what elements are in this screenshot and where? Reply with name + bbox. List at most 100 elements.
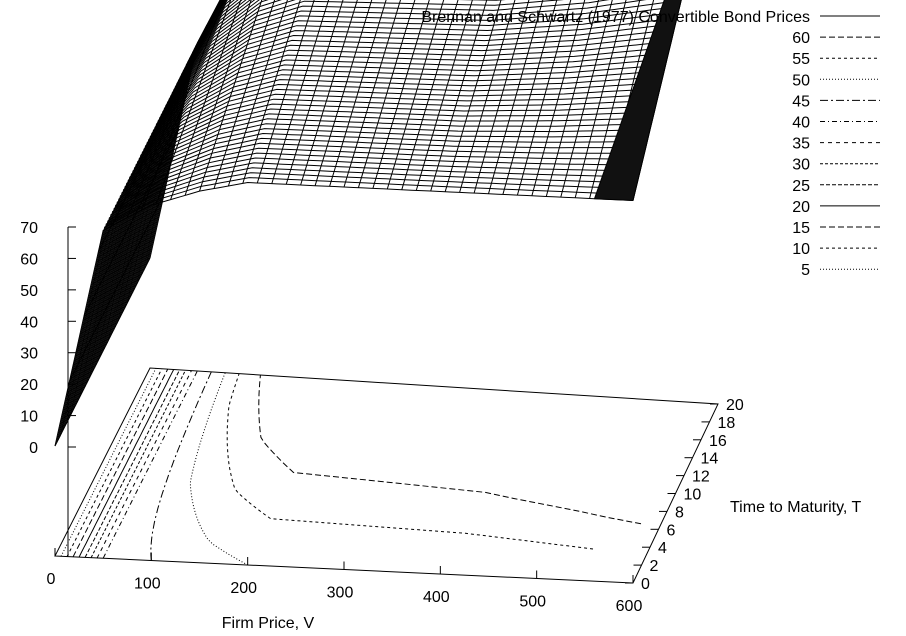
surface-mesh-line: [242, 0, 301, 184]
surface-mesh-line: [415, 0, 473, 191]
x-axis-label: Firm Price, V: [222, 615, 315, 632]
surface-mesh-line: [126, 0, 221, 218]
legend-label: 40: [792, 115, 810, 132]
z-tick-label: 70: [20, 220, 38, 237]
surface-mesh-line: [199, 0, 263, 192]
contour-line-25: [84, 369, 181, 558]
z-tick-label: 10: [20, 409, 38, 426]
contour-line-10: [66, 368, 163, 557]
x-tick-label: 0: [47, 571, 56, 588]
surface-mesh-line: [372, 0, 430, 189]
surface-mesh-line: [502, 0, 558, 195]
x-tick-label: 100: [134, 576, 161, 593]
surface-mesh-line: [430, 0, 488, 192]
surface-end-face: [593, 0, 682, 202]
surface-mesh-line: [54, 257, 151, 447]
surface-mesh-line: [386, 0, 445, 190]
surface-mesh-line: [170, 0, 242, 200]
y-axis-label: Time to Maturity, T: [730, 499, 862, 516]
surface-mesh-line: [127, 0, 239, 303]
x-tick-label: 500: [519, 594, 546, 611]
surface-mesh-line: [343, 0, 401, 188]
y-tick-label: 16: [709, 433, 727, 450]
legend-label: 55: [792, 51, 810, 68]
surface-mesh-line: [213, 0, 276, 189]
surface-mesh-line: [97, 64, 194, 253]
legend-label: 10: [792, 241, 810, 258]
y-tick-label: 2: [650, 558, 659, 575]
legend-label: Brennan and Schwartz (1977) Convertible …: [421, 9, 810, 26]
y-tick-label: 10: [684, 487, 702, 504]
contour-line-45: [150, 371, 212, 561]
surface-mesh-line: [271, 0, 330, 184]
surface-mesh-line: [473, 0, 530, 194]
floor-layer: [54, 367, 719, 584]
contour-line-40: [102, 370, 198, 559]
surface-mesh-line: [531, 0, 586, 196]
surface-mesh-line: [227, 0, 288, 187]
y-tick-label: 8: [675, 504, 684, 521]
surface-mesh-line: [285, 0, 344, 185]
contour-line-5: [60, 368, 157, 557]
legend-label: 30: [792, 157, 810, 174]
surface-mesh-line: [119, 0, 260, 318]
y-tick-label: 12: [692, 469, 710, 486]
surface-mesh-line: [122, 0, 251, 312]
surface-mesh-line: [130, 0, 232, 296]
surface-mesh-line: [459, 0, 516, 193]
surface-mesh-line: [116, 0, 282, 324]
surface-mesh-line: [314, 0, 373, 186]
y-tick-label: 14: [701, 451, 719, 468]
contour-line-15: [72, 368, 169, 558]
legend-label: 50: [792, 72, 810, 89]
surface-mesh-line: [516, 0, 572, 196]
surface-mesh-line: [488, 0, 544, 194]
surface-layer: [54, 0, 682, 447]
surface-mesh-line: [124, 0, 247, 309]
y-tick-label: 18: [718, 415, 736, 432]
legend-label: 15: [792, 220, 810, 237]
contour-line-35: [96, 370, 192, 559]
surface-mesh-line: [112, 24, 208, 226]
surface-mesh-line: [125, 0, 243, 306]
contour-line-60: [258, 374, 642, 525]
surface-mesh-line: [401, 0, 459, 190]
z-tick-label: 60: [20, 251, 38, 268]
surface-mesh-line: [357, 0, 416, 188]
legend-label: 35: [792, 136, 810, 153]
surface-mesh-line: [560, 0, 613, 198]
contour-layer: [60, 368, 642, 566]
surface-mesh-line: [300, 0, 358, 186]
surface-mesh-line: [444, 0, 502, 192]
y-tick-label: 20: [726, 397, 744, 414]
x-tick-label: 300: [327, 585, 354, 602]
legend-label: 25: [792, 178, 810, 195]
contour-line-55: [226, 373, 594, 550]
z-tick-label: 40: [20, 314, 38, 331]
surface-mesh-line: [155, 0, 232, 204]
legend-label: 20: [792, 199, 810, 216]
legend-layer: Brennan and Schwartz (1977) Convertible …: [421, 9, 880, 279]
y-tick-label: 6: [667, 522, 676, 539]
z-tick-label: 50: [20, 283, 38, 300]
z-tick-label: 20: [20, 377, 38, 394]
contour-line-20: [78, 369, 175, 558]
legend-label: 5: [801, 262, 810, 279]
surface-mesh-line: [114, 0, 506, 328]
contour-line-50: [189, 372, 248, 566]
surface-mesh-line: [117, 0, 269, 321]
surface-mesh-line: [83, 128, 179, 317]
surface-mesh-line: [141, 0, 225, 211]
y-tick-label: 0: [641, 576, 650, 593]
surface-mesh-line: [184, 0, 252, 196]
surface-mesh-line: [329, 0, 387, 187]
contour-line-30: [90, 369, 186, 558]
x-tick-label: 600: [616, 598, 643, 615]
x-tick-label: 200: [230, 580, 257, 597]
surface-mesh-line: [589, 0, 641, 199]
surface-mesh-line: [121, 0, 256, 315]
x-tick-label: 400: [423, 589, 450, 606]
